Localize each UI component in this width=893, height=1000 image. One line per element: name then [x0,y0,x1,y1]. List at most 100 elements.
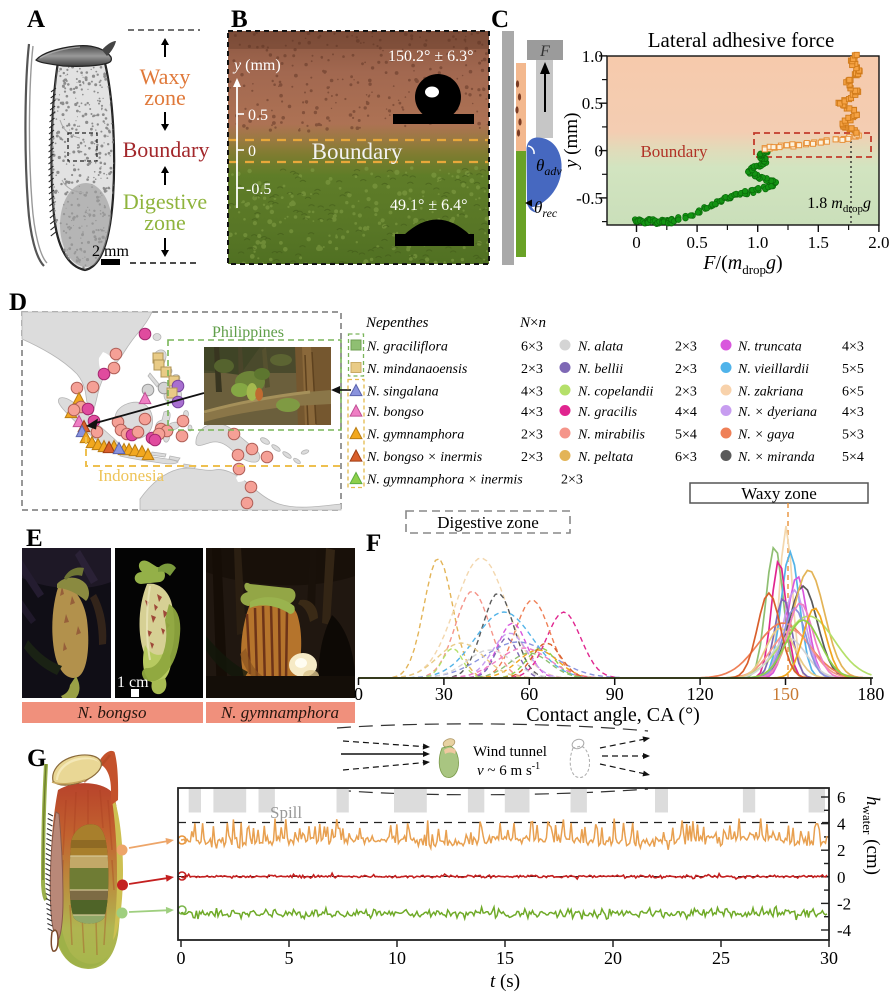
svg-text:180: 180 [857,684,884,704]
svg-text:zone: zone [144,210,186,235]
svg-text:2×3: 2×3 [521,428,543,443]
svg-text:5×5: 5×5 [842,362,864,377]
svg-text:6×5: 6×5 [842,385,864,400]
svg-text:Nepenthes: Nepenthes [365,315,429,331]
svg-text:hwater (cm): hwater (cm) [860,796,883,875]
svg-text:Lateral adhesive force: Lateral adhesive force [648,28,835,52]
svg-text:0: 0 [632,233,641,252]
svg-text:0: 0 [177,948,186,968]
svg-text:Waxy: Waxy [140,64,191,89]
svg-text:2×3: 2×3 [521,450,543,465]
svg-text:G: G [27,745,46,772]
svg-text:Wind tunnel: Wind tunnel [473,744,547,760]
svg-text:-2: -2 [837,894,851,913]
svg-text:N. mindanaoensis: N. mindanaoensis [366,362,468,377]
svg-text:N. × gaya: N. × gaya [737,428,795,443]
svg-text:0: 0 [837,868,846,887]
svg-text:E: E [26,525,43,552]
svg-text:60: 60 [520,684,538,704]
svg-text:Digestive: Digestive [123,189,207,214]
svg-text:Indonesia: Indonesia [98,466,165,485]
svg-text:150: 150 [772,684,799,704]
svg-text:F: F [366,530,381,557]
svg-text:4×4: 4×4 [675,405,697,420]
svg-text:4×3: 4×3 [842,405,864,420]
svg-text:A: A [27,6,45,33]
svg-text:0: 0 [248,143,256,160]
svg-text:Spill: Spill [270,803,302,822]
svg-text:N. mirabilis: N. mirabilis [577,428,645,443]
svg-text:Boundary: Boundary [640,142,708,161]
svg-text:N. vieillardii: N. vieillardii [737,362,809,377]
svg-text:D: D [9,289,27,316]
svg-text:1.5: 1.5 [808,233,829,252]
svg-text:C: C [491,6,509,33]
svg-text:150.2° ± 6.3°: 150.2° ± 6.3° [388,48,474,65]
svg-text:θrec: θrec [534,198,558,220]
svg-text:2×3: 2×3 [561,473,583,488]
svg-text:t (s): t (s) [490,971,520,992]
svg-text:-0.5: -0.5 [246,181,271,198]
svg-text:N. graciliflora: N. graciliflora [366,340,448,355]
svg-text:N. gymnamphora × inermis: N. gymnamphora × inermis [366,473,523,488]
svg-text:6×3: 6×3 [521,340,543,355]
svg-text:30: 30 [435,684,453,704]
svg-text:20: 20 [604,948,622,968]
svg-text:N. gymnamphora: N. gymnamphora [220,703,339,722]
svg-text:25: 25 [712,948,730,968]
svg-text:0.5: 0.5 [248,107,268,124]
svg-text:N. bellii: N. bellii [577,362,623,377]
svg-text:0.5: 0.5 [582,94,603,113]
svg-text:5×4: 5×4 [675,428,697,443]
svg-text:N×n: N×n [519,315,546,331]
svg-text:Boundary: Boundary [312,139,403,164]
svg-text:120: 120 [687,684,714,704]
svg-text:5: 5 [285,948,294,968]
svg-text:4×3: 4×3 [521,385,543,400]
svg-text:F/(mdropg): F/(mdropg) [702,252,782,277]
svg-text:90: 90 [606,684,624,704]
svg-text:2×3: 2×3 [675,340,697,355]
svg-text:49.1° ± 6.4°: 49.1° ± 6.4° [390,197,468,214]
svg-text:Boundary: Boundary [123,137,210,162]
svg-text:y (mm): y (mm) [232,57,281,74]
svg-text:2 mm: 2 mm [92,243,129,260]
svg-text:Digestive zone: Digestive zone [437,513,539,532]
svg-text:1 cm: 1 cm [117,674,149,691]
svg-text:N. gymnamphora: N. gymnamphora [366,428,464,443]
svg-text:2.0: 2.0 [868,233,889,252]
svg-text:2×3: 2×3 [521,362,543,377]
svg-text:N. copelandii: N. copelandii [577,385,654,400]
svg-text:4: 4 [837,815,846,834]
svg-text:Contact angle, CA (°): Contact angle, CA (°) [526,704,700,726]
svg-text:4×3: 4×3 [842,340,864,355]
svg-text:Waxy zone: Waxy zone [741,484,817,503]
svg-text:1.0: 1.0 [747,233,768,252]
svg-text:0.5: 0.5 [686,233,707,252]
svg-text:F: F [539,43,550,60]
svg-text:-0.5: -0.5 [576,189,603,208]
svg-text:v ~ 6 m s-1: v ~ 6 m s-1 [477,761,540,779]
svg-text:4×3: 4×3 [521,405,543,420]
svg-text:N. bongso: N. bongso [77,703,147,722]
svg-text:N. truncata: N. truncata [737,340,802,355]
svg-text:0: 0 [354,684,363,704]
svg-text:10: 10 [388,948,406,968]
svg-text:6: 6 [837,788,846,807]
svg-text:N. bongso: N. bongso [366,405,424,420]
svg-text:N. singalana: N. singalana [366,385,439,400]
svg-text:N. gracilis: N. gracilis [577,405,638,420]
svg-text:N. alata: N. alata [577,340,623,355]
svg-text:2×3: 2×3 [675,362,697,377]
svg-text:B: B [231,6,248,33]
svg-text:1.0: 1.0 [582,47,603,66]
svg-text:Philippines: Philippines [212,324,284,341]
svg-text:N. zakriana: N. zakriana [737,385,803,400]
svg-text:5×3: 5×3 [842,428,864,443]
svg-text:5×4: 5×4 [842,450,864,465]
svg-text:zone: zone [144,85,186,110]
svg-text:y (mm): y (mm) [561,113,582,170]
svg-text:N. bongso × inermis: N. bongso × inermis [366,450,483,465]
svg-text:N. peltata: N. peltata [577,450,633,465]
svg-text:N. × miranda: N. × miranda [737,450,815,465]
